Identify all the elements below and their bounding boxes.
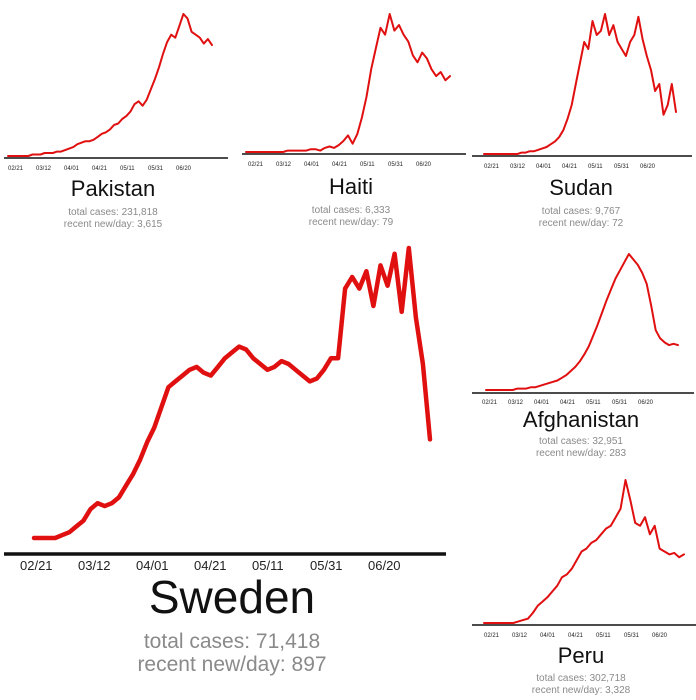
x-tick-label-pakistan: 03/12: [36, 166, 52, 172]
x-tick-label-sudan: 03/12: [510, 164, 526, 170]
chart-svg-pakistan: 02/21 03/12 04/01 04/21 05/11 05/31 06/20: [4, 13, 228, 172]
x-tick-label-afghanistan: 04/21: [560, 400, 576, 406]
x-tick-label-afghanistan: 05/31: [612, 400, 628, 406]
x-tick-label-sudan: 04/21: [562, 164, 578, 170]
country-title-peru: Peru: [557, 643, 605, 668]
total-cases-peru: total cases: 302,718: [536, 673, 626, 684]
country-title-sweden: Sweden: [148, 571, 316, 623]
series-line-haiti: [245, 13, 451, 153]
x-tick-label-sweden: 02/21: [20, 558, 53, 573]
x-tick-label-afghanistan: 03/12: [508, 400, 524, 406]
chart-panel-peru: 02/21 03/12 04/01 04/21 05/11 05/31 06/20 Peru…: [470, 470, 696, 698]
x-tick-label-sudan: 05/31: [614, 164, 630, 170]
recent-new-per-day-sudan: recent new/day: 72: [538, 218, 624, 229]
total-cases-sweden: total cases: 71,418: [143, 630, 321, 653]
x-tick-label-sweden: 05/31: [310, 558, 343, 573]
x-tick-label-sudan: 02/21: [484, 164, 500, 170]
country-title-sudan: Sudan: [549, 175, 613, 200]
series-line-afghanistan: [485, 253, 679, 391]
x-tick-label-peru: 02/21: [484, 633, 500, 639]
chart-svg-peru: 02/21 03/12 04/01 04/21 05/11 05/31 06/20: [472, 479, 696, 639]
total-cases-afghanistan: total cases: 32,951: [539, 436, 623, 447]
x-tick-label-sudan: 04/01: [536, 164, 552, 170]
x-tick-label-haiti: 02/21: [248, 162, 264, 168]
recent-new-per-day-afghanistan: recent new/day: 283: [535, 448, 627, 459]
x-tick-label-afghanistan: 04/01: [534, 400, 550, 406]
x-tick-label-pakistan: 04/21: [92, 166, 108, 172]
x-tick-label-afghanistan: 05/11: [586, 400, 601, 406]
x-tick-label-haiti: 04/01: [304, 162, 320, 168]
x-tick-label-sweden: 03/12: [78, 558, 111, 573]
x-tick-label-sweden: 06/20: [368, 558, 401, 573]
total-cases-sudan: total cases: 9,767: [541, 206, 621, 217]
series-line-pakistan: [7, 13, 213, 157]
x-tick-label-peru: 03/12: [512, 633, 528, 639]
country-title-afghanistan: Afghanistan: [522, 407, 640, 432]
x-tick-label-sweden: 04/21: [194, 558, 227, 573]
country-title-pakistan: Pakistan: [70, 176, 156, 201]
x-tick-label-haiti: 06/20: [416, 162, 432, 168]
series-line-sweden: [31, 245, 433, 541]
x-tick-label-peru: 04/21: [568, 633, 584, 639]
x-tick-label-pakistan: 05/11: [120, 166, 135, 172]
x-tick-label-peru: 04/01: [540, 633, 556, 639]
x-tick-label-peru: 05/31: [624, 633, 640, 639]
total-cases-pakistan: total cases: 231,818: [68, 207, 158, 218]
x-tick-label-peru: 06/20: [652, 633, 668, 639]
x-tick-label-pakistan: 02/21: [8, 166, 24, 172]
x-tick-label-pakistan: 06/20: [176, 166, 192, 172]
x-tick-label-afghanistan: 06/20: [638, 400, 654, 406]
chart-panel-haiti: 02/21 03/12 04/01 04/21 05/11 05/31 06/20 Hait…: [240, 8, 466, 228]
chart-panel-afghanistan: 02/21 03/12 04/01 04/21 05/11 05/31 06/20 Afgh…: [470, 240, 694, 460]
chart-svg-haiti: 02/21 03/12 04/01 04/21 05/11 05/31 06/20: [242, 13, 466, 168]
chart-panel-pakistan: 02/21 03/12 04/01 04/21 05/11 05/31 06/20 Paki…: [2, 8, 228, 230]
chart-svg-sweden: 02/21 03/12 04/01 04/21 05/11 05/31 06/20: [4, 245, 446, 573]
chart-panel-sweden: 02/21 03/12 04/01 04/21 05/11 05/31 06/20 Swed…: [2, 240, 462, 698]
x-tick-label-pakistan: 05/31: [148, 166, 164, 172]
chart-panel-sudan: 02/21 03/12 04/01 04/21 05/11 05/31 06/20 Suda…: [470, 8, 692, 229]
total-cases-haiti: total cases: 6,333: [311, 205, 391, 216]
x-tick-label-sudan: 05/11: [588, 164, 603, 170]
x-tick-label-pakistan: 04/01: [64, 166, 80, 172]
recent-new-per-day-sweden: recent new/day: 897: [137, 653, 327, 676]
x-tick-label-haiti: 05/31: [388, 162, 404, 168]
series-line-peru: [483, 479, 685, 624]
recent-new-per-day-peru: recent new/day: 3,328: [531, 685, 631, 696]
x-tick-label-afghanistan: 02/21: [482, 400, 498, 406]
recent-new-per-day-pakistan: recent new/day: 3,615: [63, 219, 163, 230]
country-title-haiti: Haiti: [328, 174, 373, 199]
series-line-sudan: [483, 13, 677, 155]
x-tick-label-sudan: 06/20: [640, 164, 656, 170]
x-tick-label-peru: 05/11: [596, 633, 611, 639]
x-tick-label-haiti: 03/12: [276, 162, 292, 168]
chart-svg-sudan: 02/21 03/12 04/01 04/21 05/11 05/31 06/20: [472, 13, 692, 170]
chart-svg-afghanistan: 02/21 03/12 04/01 04/21 05/11 05/31 06/20: [472, 253, 694, 406]
x-tick-label-sweden: 04/01: [136, 558, 169, 573]
x-tick-label-haiti: 05/11: [360, 162, 375, 168]
x-tick-label-haiti: 04/21: [332, 162, 348, 168]
x-tick-label-sweden: 05/11: [252, 558, 284, 573]
recent-new-per-day-haiti: recent new/day: 79: [308, 217, 394, 228]
